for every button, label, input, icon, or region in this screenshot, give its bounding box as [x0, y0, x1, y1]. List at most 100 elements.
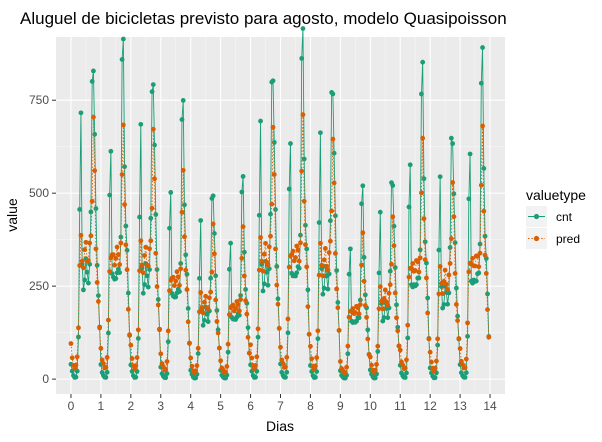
data-point-pred: [129, 356, 135, 361]
data-point-cnt: [150, 82, 156, 88]
data-point-pred: [120, 122, 126, 128]
data-point-cnt: [416, 275, 422, 281]
legend-label-pred: pred: [556, 232, 580, 246]
data-point-pred: [440, 291, 446, 297]
data-point-cnt: [82, 277, 88, 283]
data-point-cnt: [208, 275, 214, 281]
data-point-cnt: [465, 333, 470, 339]
data-point-cnt: [123, 223, 129, 229]
data-point-pred: [296, 258, 302, 264]
data-point-cnt: [238, 293, 243, 298]
data-point-cnt: [107, 192, 113, 198]
data-point-pred: [200, 310, 206, 316]
data-point-pred: [342, 370, 348, 375]
data-point-pred: [337, 359, 343, 364]
data-point-pred: [265, 262, 271, 268]
data-point-cnt: [104, 369, 110, 375]
data-point-pred: [483, 271, 489, 276]
data-point-cnt: [197, 275, 202, 281]
data-point-pred: [278, 344, 283, 350]
data-point-pred: [89, 198, 95, 204]
data-point-pred: [256, 267, 262, 273]
data-point-cnt: [117, 270, 123, 275]
data-point-cnt: [255, 334, 261, 340]
data-point-pred: [167, 288, 172, 294]
data-point-pred: [105, 317, 111, 323]
data-point-pred: [452, 271, 458, 276]
data-point-cnt: [473, 278, 479, 284]
data-point-pred: [303, 242, 308, 248]
data-point-pred: [150, 126, 156, 132]
data-point-pred: [163, 367, 169, 372]
data-point-pred: [273, 246, 278, 252]
data-point-cnt: [392, 265, 398, 270]
data-point-pred: [69, 355, 75, 361]
data-point-pred: [88, 233, 94, 239]
data-point-cnt: [387, 268, 393, 274]
data-point-pred: [207, 295, 212, 301]
data-point-pred: [187, 340, 192, 346]
y-axis-title: value: [4, 198, 20, 232]
data-point-pred: [188, 355, 194, 361]
data-point-pred: [87, 240, 93, 246]
data-point-cnt: [155, 297, 161, 302]
data-point-pred: [189, 363, 195, 369]
data-point-cnt: [316, 220, 322, 225]
data-point-cnt: [402, 375, 408, 380]
data-point-pred: [308, 343, 313, 349]
data-point-pred: [199, 304, 205, 310]
data-point-cnt: [142, 282, 147, 287]
data-point-pred: [91, 114, 96, 120]
data-point-cnt: [140, 290, 146, 296]
data-point-pred: [331, 180, 337, 186]
data-point-cnt: [236, 312, 242, 318]
data-point-pred: [110, 252, 116, 258]
data-point-cnt: [266, 266, 272, 272]
data-point-pred: [254, 354, 260, 360]
data-point-pred: [179, 209, 185, 215]
data-point-cnt: [447, 245, 453, 250]
data-point-pred: [372, 367, 378, 373]
data-point-cnt: [228, 240, 234, 246]
data-point-pred: [81, 265, 86, 271]
data-point-pred: [448, 236, 454, 242]
data-point-cnt: [390, 183, 396, 188]
data-point-pred: [318, 240, 323, 246]
data-point-pred: [115, 252, 121, 257]
x-tick-label: 9: [337, 399, 344, 413]
data-point-pred: [122, 202, 127, 207]
data-point-cnt: [270, 78, 276, 84]
data-point-pred: [295, 247, 301, 253]
data-point-cnt: [385, 315, 391, 321]
data-point-pred: [170, 274, 176, 280]
data-point-cnt: [436, 247, 442, 253]
x-tick-label: 7: [277, 399, 284, 413]
legend-key-point-cnt: [533, 213, 540, 220]
data-point-pred: [412, 268, 418, 273]
data-point-cnt: [205, 319, 211, 325]
data-point-pred: [435, 336, 441, 342]
data-point-pred: [335, 305, 341, 311]
data-point-cnt: [119, 57, 125, 62]
data-point-pred: [365, 336, 371, 342]
data-point-pred: [205, 306, 211, 312]
data-point-pred: [137, 268, 142, 274]
data-point-cnt: [245, 325, 251, 331]
data-point-cnt: [359, 201, 364, 207]
data-point-pred: [462, 365, 468, 371]
data-point-pred: [182, 234, 187, 240]
data-point-cnt: [96, 293, 101, 299]
legend-key-point-pred: [533, 235, 540, 242]
legend: valuetype cnt pred: [526, 187, 586, 249]
data-point-pred: [451, 214, 457, 220]
data-point-cnt: [108, 148, 114, 154]
data-point-pred: [147, 246, 152, 252]
data-point-pred: [466, 269, 472, 275]
data-point-pred: [359, 262, 364, 268]
data-point-cnt: [148, 215, 154, 221]
data-point-cnt: [184, 271, 190, 277]
x-tick-label: 13: [453, 399, 467, 413]
data-point-pred: [100, 361, 106, 366]
data-point-cnt: [105, 330, 111, 336]
